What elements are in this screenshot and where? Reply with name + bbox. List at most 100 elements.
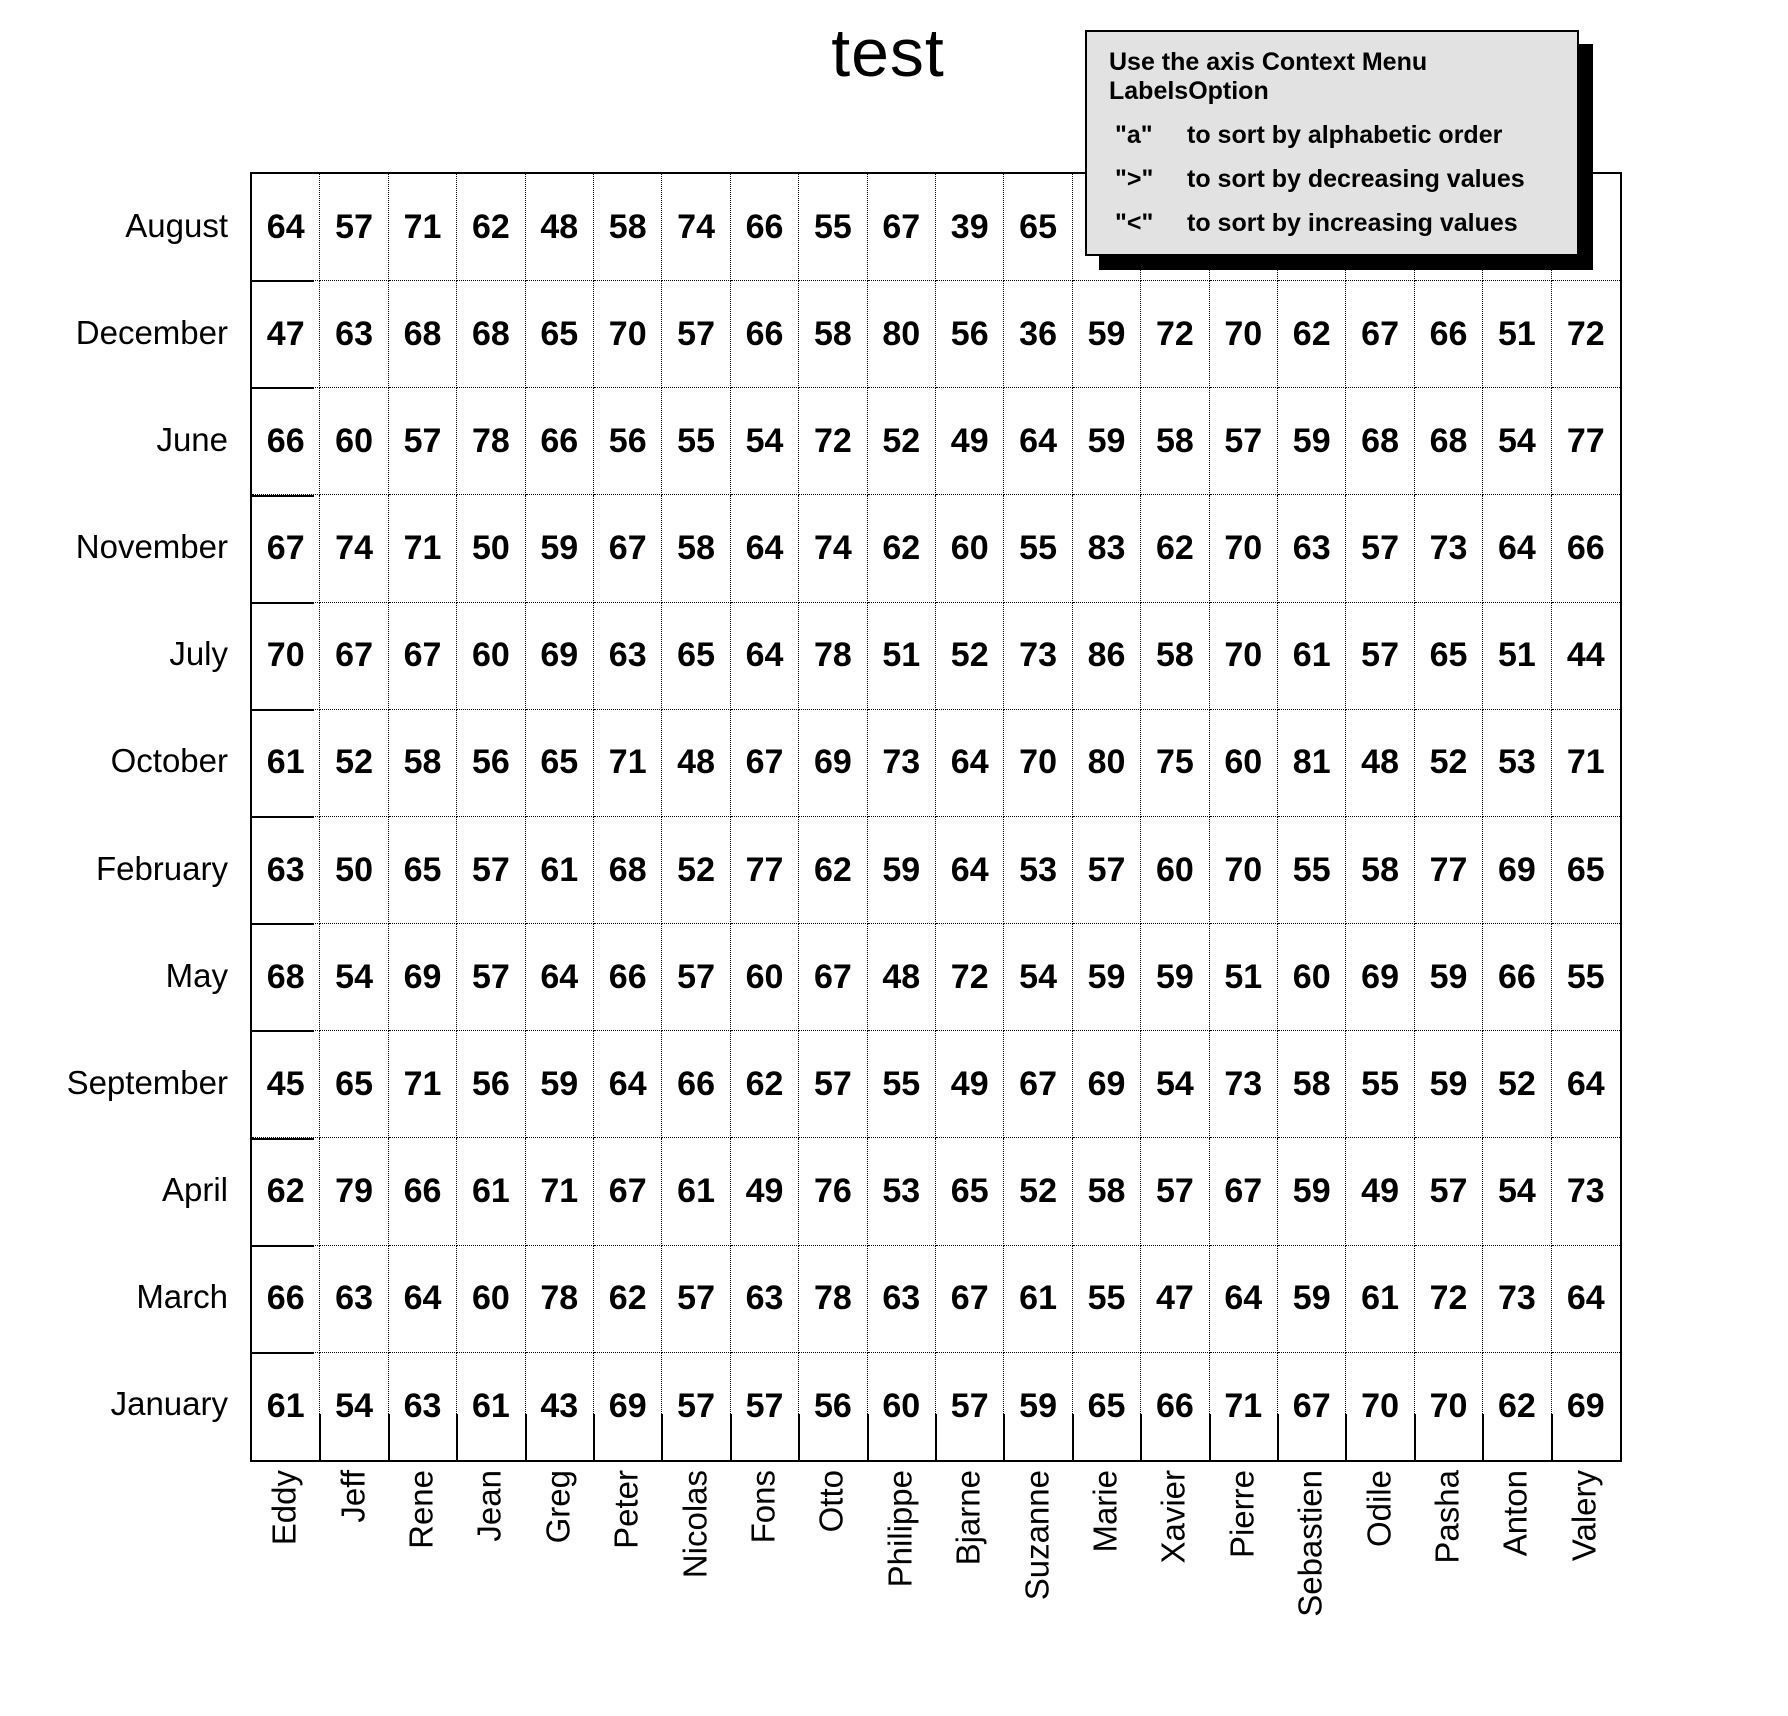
cell-value: 56 [471,743,510,782]
cell-value: 57 [1429,1172,1468,1211]
cell-value: 54 [1019,957,1057,996]
heatmap-cell: 65 [1414,602,1484,710]
heatmap-cell: 68 [594,816,663,925]
column-axis-label[interactable]: Rene [402,1470,440,1549]
heatmap-cell: 71 [1551,710,1620,817]
heatmap-cell: 61 [252,1352,321,1460]
overlay-option-decreasing: ">" to sort by decreasing values [1109,165,1559,194]
heatmap-cell: 66 [252,388,321,496]
row-axis-label[interactable]: January [110,1385,228,1423]
heatmap-cell: 65 [1073,1352,1142,1460]
cell-value: 61 [1292,636,1331,675]
column-axis-label[interactable]: Odile [1360,1470,1398,1548]
column-axis-label[interactable]: Fons [744,1470,782,1544]
column-axis-label[interactable]: Greg [539,1470,577,1544]
row-axis-label[interactable]: June [156,420,228,458]
heatmap-cell: 60 [457,1245,526,1353]
column-axis-label[interactable]: Suzanne [1018,1470,1056,1601]
heatmap-cell: 64 [1551,1031,1620,1139]
heatmap-cell: 54 [1483,388,1552,496]
column-tick [661,1414,664,1460]
cell-value: 52 [1429,743,1468,782]
column-axis-label[interactable]: Xavier [1154,1470,1192,1564]
heatmap-cell: 64 [252,174,321,282]
overlay-option-key: "a" [1115,121,1153,149]
column-tick [1208,1414,1211,1460]
cell-value: 51 [1497,314,1536,353]
row-axis-label[interactable]: November [75,528,228,566]
column-axis-label[interactable]: Philippe [881,1470,919,1588]
heatmap-cell: 68 [457,281,526,389]
cell-value: 71 [403,1064,442,1103]
column-axis-label[interactable]: Peter [607,1470,645,1549]
heatmap-cell: 65 [525,709,594,817]
cell-value: 66 [1566,529,1605,568]
heatmap-cell: 63 [730,1245,800,1353]
heatmap-cell: 57 [1072,816,1142,925]
heatmap-cell: 51 [1209,924,1278,1032]
heatmap-cell: 70 [1209,602,1278,710]
cell-value: 48 [540,207,579,246]
heatmap-cell: 67 [867,174,936,282]
cell-value: 70 [1224,529,1263,568]
row-axis-label[interactable]: February [95,849,228,887]
overlay-heading: Use the axis Context Menu LabelsOption [1109,48,1428,105]
column-axis-label[interactable]: Otto [812,1470,850,1533]
cell-value: 64 [1019,421,1057,460]
column-axis-label[interactable]: Jean [470,1470,508,1542]
heatmap-cell: 36 [1004,281,1073,389]
heatmap-cell: 61 [1004,1245,1073,1353]
cell-value: 62 [1155,529,1194,568]
row-tick [252,816,314,818]
cell-value: 53 [882,1172,921,1211]
heatmap-cell: 67 [252,495,321,603]
cell-value: 60 [1292,957,1331,996]
column-axis-label[interactable]: Jeff [334,1470,372,1523]
heatmap-cell: 61 [662,1138,731,1246]
heatmap-cell: 68 [388,281,458,389]
cell-value: 57 [403,421,442,460]
heatmap-cell: 64 [388,1245,458,1353]
row-axis-label[interactable]: March [136,1278,228,1316]
heatmap-cell: 59 [1004,1352,1073,1460]
row-axis-label[interactable]: December [75,313,228,351]
heatmap-cell: 57 [457,816,526,925]
cell-value: 62 [266,1172,305,1211]
row-axis-label[interactable]: August [125,206,228,244]
cell-value: 64 [745,529,784,568]
column-axis-label[interactable]: Marie [1086,1470,1124,1553]
cell-value: 60 [882,1386,921,1425]
heatmap-cell: 63 [320,1245,389,1353]
cell-value: 68 [403,314,442,353]
column-axis-label[interactable]: Anton [1496,1470,1534,1557]
column-axis-label[interactable]: Pierre [1223,1470,1261,1559]
row-axis-label[interactable]: September [66,1063,228,1101]
heatmap-cell: 55 [867,1031,936,1139]
column-axis-label[interactable]: Bjarne [949,1470,987,1566]
column-axis-label[interactable]: Valery [1565,1470,1603,1562]
cell-value: 60 [471,1279,510,1318]
overlay-option-text: to sort by increasing values [1187,209,1518,237]
heatmap-cell: 57 [662,1352,731,1460]
column-axis-label[interactable]: Pasha [1428,1470,1466,1564]
row-axis-label[interactable]: May [165,956,228,994]
row-axis-label[interactable]: July [169,635,228,673]
heatmap-cell: 67 [730,709,800,817]
cell-value: 60 [745,957,784,996]
cell-value: 57 [813,1064,852,1103]
cell-value: 63 [1292,529,1331,568]
heatmap-cell: 52 [320,709,389,817]
row-axis-label[interactable]: April [161,1171,228,1209]
row-axis-label[interactable]: October [110,742,228,780]
heatmap-cell: 64 [594,1031,663,1139]
column-axis-label[interactable]: Eddy [265,1470,303,1546]
column-tick [1482,1414,1485,1460]
heatmap-cell: 57 [662,281,731,389]
heatmap-cell: 80 [1072,709,1142,817]
cell-value: 65 [1429,636,1468,675]
column-axis-label[interactable]: Sebastien [1291,1470,1329,1617]
cell-value: 73 [1019,636,1057,675]
heatmap-cell: 58 [1141,388,1210,496]
cell-value: 55 [677,421,715,460]
column-axis-label[interactable]: Nicolas [676,1470,714,1579]
